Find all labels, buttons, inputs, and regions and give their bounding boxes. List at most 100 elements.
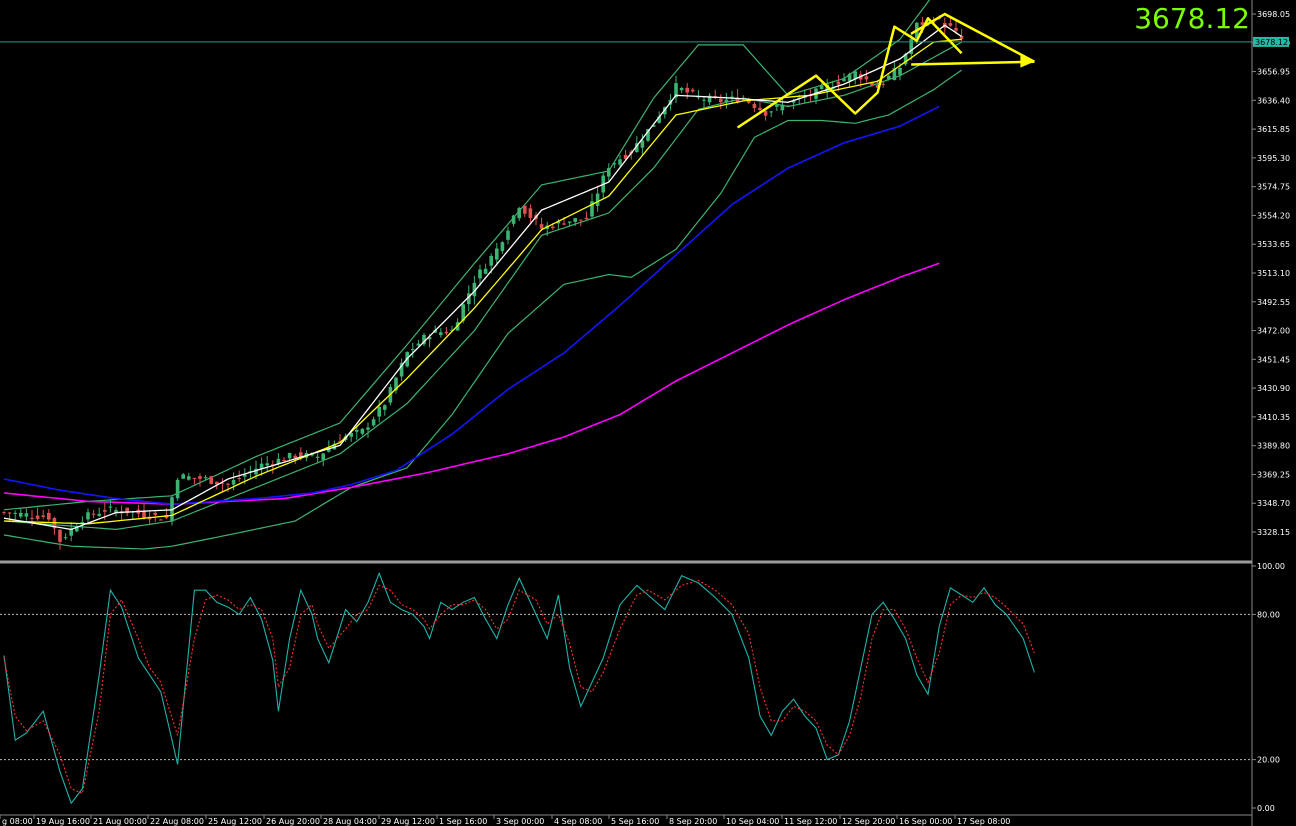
candle-body — [282, 459, 286, 461]
candle-body — [159, 519, 163, 521]
candle-body — [444, 331, 449, 334]
candle-body — [752, 103, 757, 109]
candle-body — [618, 159, 622, 165]
time-tick-label: 19 Aug 16:00 — [36, 817, 90, 826]
candle-body — [472, 282, 477, 297]
candle-body — [870, 82, 874, 86]
price-tick-label: 3533.65 — [1257, 240, 1290, 249]
bollinger-lower-band — [3, 69, 962, 550]
time-tick-label: 5 Sep 16:00 — [611, 817, 659, 826]
candle-body — [461, 304, 465, 321]
time-tick-label: 29 Aug 12:00 — [381, 817, 435, 826]
projection-arrow-head — [1020, 55, 1035, 68]
candle-body — [707, 95, 712, 103]
time-tick-label: 28 Aug 04:00 — [323, 817, 377, 826]
stochastic-tick-label: 20.00 — [1257, 756, 1280, 765]
candle-body — [103, 510, 107, 512]
candle-body — [483, 268, 488, 274]
candle-body — [556, 220, 561, 224]
candle-body — [75, 526, 79, 532]
candle-body — [142, 511, 146, 518]
candle-body — [881, 83, 885, 85]
candle-body — [590, 201, 594, 217]
candle-body — [539, 224, 544, 229]
candle-body — [657, 116, 661, 123]
candle-body — [355, 429, 359, 432]
price-pane[interactable]: 3678.12 — [0, 0, 1252, 550]
candle-body — [24, 513, 29, 517]
stochastic-axis: 100.00 80.00 20.00 0.00 — [1252, 562, 1285, 813]
time-tick-label: 11 Sep 12:00 — [784, 817, 837, 826]
stochastic-lines — [3, 571, 1035, 805]
projection-arrow-lower — [911, 60, 1035, 66]
time-tick-label: 16 Sep 00:00 — [899, 817, 952, 826]
pattern-arrows — [736, 12, 1035, 129]
stochastic-pane[interactable] — [0, 571, 1252, 805]
candle-body — [41, 515, 45, 517]
yellow-moving-average — [3, 38, 962, 525]
candle-body — [175, 479, 180, 499]
candle-body — [394, 377, 398, 391]
long-moving-averages — [3, 105, 940, 506]
stochastic-tick-label: 80.00 — [1257, 610, 1280, 619]
bollinger-upper-band — [3, 0, 931, 511]
candle-body — [467, 293, 471, 305]
candle-body — [517, 208, 521, 219]
candle-body — [931, 21, 936, 23]
candle-body — [500, 242, 505, 252]
candle-body — [875, 84, 880, 88]
candle-body — [595, 193, 600, 207]
candle-body — [909, 39, 913, 54]
candle-body — [237, 478, 241, 480]
candle-body — [853, 71, 857, 80]
candle-body — [819, 85, 824, 90]
candle-body — [691, 89, 695, 92]
candle-body — [321, 453, 325, 460]
current-price-tag-box — [1253, 36, 1289, 47]
candle-body — [377, 406, 381, 417]
candle-body — [287, 452, 292, 459]
candle-body — [623, 154, 628, 159]
candle-body — [735, 97, 740, 103]
candle-body — [674, 83, 678, 98]
price-tick-label: 3369.25 — [1257, 470, 1290, 479]
candle-body — [125, 507, 129, 514]
candle-body — [892, 68, 897, 81]
time-tick-label: 25 Aug 12:00 — [208, 817, 262, 826]
candle-body — [86, 512, 90, 520]
candle-body — [551, 226, 555, 229]
time-tick-label: 21 Aug 00:00 — [93, 817, 147, 826]
time-tick-label: 4 Sep 08:00 — [554, 817, 602, 826]
candle-body — [747, 99, 751, 103]
candle-body — [243, 474, 247, 477]
price-tick-label: 3389.80 — [1257, 442, 1290, 451]
candle-body — [696, 96, 701, 98]
time-tick-label: 10 Sep 04:00 — [726, 817, 779, 826]
price-tick-label: 3410.35 — [1257, 413, 1290, 422]
candle-body — [612, 163, 617, 165]
current-price-tag-text: 3678.12 — [1255, 38, 1288, 47]
candle-body — [360, 428, 365, 434]
stochastic-levels — [0, 613, 1252, 761]
time-tick-label: 17 Sep 08:00 — [957, 817, 1010, 826]
candle-body — [47, 512, 51, 520]
candle-body — [763, 110, 768, 116]
candle-body — [478, 269, 482, 279]
candle-body — [371, 419, 376, 426]
price-tick-label: 3698.05 — [1257, 10, 1290, 19]
bollinger-middle-band — [3, 41, 962, 531]
price-axis: 3698.053677.503656.953636.403615.853595.… — [1252, 10, 1290, 537]
candle-body — [948, 23, 953, 26]
stochastic-signal-line — [3, 579, 1035, 795]
candle-body — [383, 405, 387, 410]
price-tick-label: 3430.90 — [1257, 384, 1290, 393]
candle-body — [198, 476, 202, 479]
candle-body — [898, 67, 902, 75]
candle-body — [209, 476, 213, 484]
candle-body — [30, 517, 34, 519]
candle-body — [63, 537, 68, 539]
candle-body — [511, 215, 516, 224]
zigzag-arrow-line — [736, 17, 963, 129]
candle-body — [439, 332, 443, 336]
